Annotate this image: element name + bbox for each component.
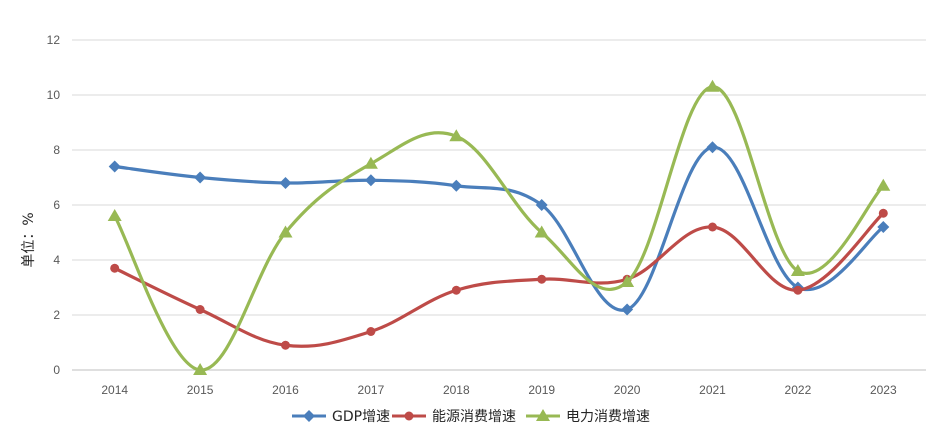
data-point [876, 178, 891, 191]
x-tick-label: 2015 [187, 383, 214, 397]
y-tick-label: 12 [47, 33, 61, 47]
x-tick-label: 2018 [443, 383, 470, 397]
y-tick-label: 2 [53, 308, 60, 322]
series-line [113, 211, 885, 348]
y-axis-label: 单位：% [21, 212, 37, 267]
series-2 [110, 208, 888, 350]
x-tick-label: 2019 [528, 383, 555, 397]
data-point [366, 327, 376, 336]
data-point [281, 340, 290, 350]
legend-marker [404, 411, 414, 421]
series-lines [107, 79, 891, 375]
data-point [620, 275, 635, 287]
data-point [534, 225, 549, 238]
data-point [364, 174, 377, 187]
data-point [363, 156, 378, 169]
data-point [705, 79, 720, 92]
series-line [113, 145, 885, 312]
y-tick-label: 0 [53, 363, 60, 377]
x-axis-ticks: 2014 2015 2016 2017 2018 2019 2020 2021 2022 2023 [101, 383, 897, 397]
x-tick-label: 2023 [870, 383, 897, 397]
x-tick-label: 2022 [785, 383, 812, 397]
y-tick-label: 8 [53, 143, 60, 157]
data-point [451, 285, 461, 295]
x-tick-label: 2014 [101, 383, 128, 397]
data-point [708, 222, 717, 232]
y-tick-label: 10 [47, 88, 61, 102]
data-point [537, 274, 547, 284]
y-axis-ticks: 0 2 4 6 8 10 12 [47, 33, 61, 377]
data-point [450, 179, 463, 192]
legend-label: GDP增速 [332, 409, 390, 425]
series-3 [107, 79, 891, 375]
y-tick-label: 4 [53, 253, 60, 267]
data-point [877, 221, 890, 233]
legend-item: 电力消费增速 [526, 409, 650, 425]
data-point [793, 285, 803, 295]
data-point [621, 303, 634, 316]
data-point [194, 171, 207, 184]
data-point [449, 129, 464, 142]
y-tick-label: 6 [53, 198, 60, 212]
gridlines [72, 39, 926, 371]
data-point [107, 209, 122, 221]
series-line [113, 85, 885, 372]
x-tick-label: 2021 [699, 383, 726, 397]
data-point [535, 199, 548, 211]
data-point [108, 160, 121, 173]
legend-marker [536, 409, 550, 421]
data-point [278, 225, 293, 238]
legend-marker [303, 410, 315, 422]
data-point [706, 141, 719, 154]
data-point [195, 305, 205, 314]
data-point [790, 264, 805, 276]
data-point [110, 263, 120, 273]
data-point [193, 363, 208, 375]
data-point [279, 177, 292, 189]
legend-item: GDP增速 [292, 409, 390, 425]
x-tick-label: 2020 [614, 383, 641, 397]
legend-label: 能源消费增速 [432, 409, 516, 425]
x-tick-label: 2017 [358, 383, 385, 397]
legend: GDP增速 能源消费增速 电力消费增速 [292, 409, 650, 425]
data-point [878, 208, 888, 218]
x-tick-label: 2016 [272, 383, 299, 397]
legend-label: 电力消费增速 [566, 409, 650, 425]
legend-item: 能源消费增速 [392, 409, 516, 425]
